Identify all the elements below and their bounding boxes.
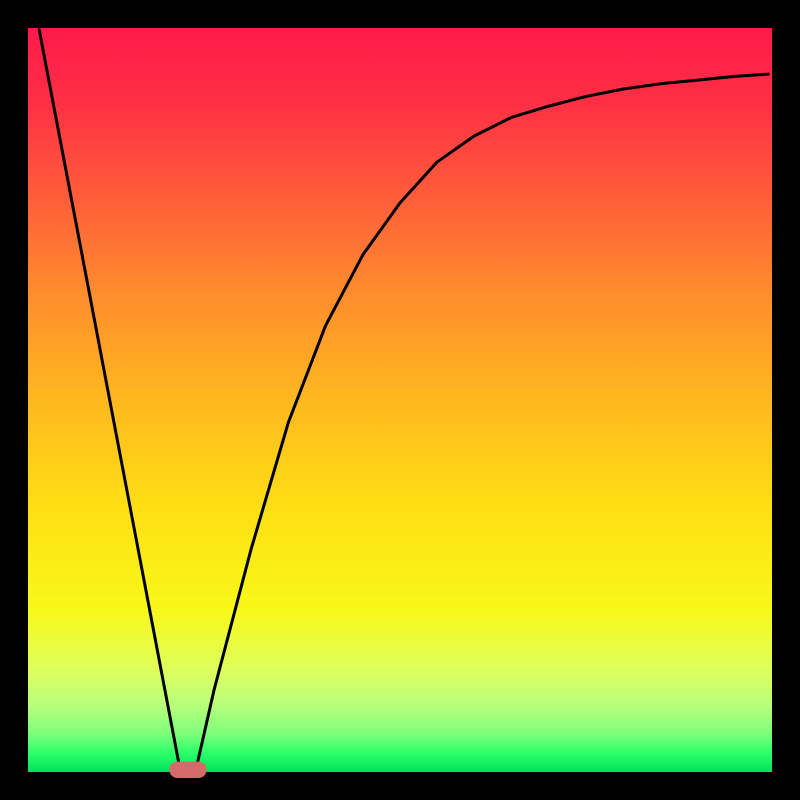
chart-frame: TheBottleneck.com [0,0,800,800]
chart-background-gradient [28,28,772,772]
optimum-marker [169,762,206,778]
chart-svg [0,0,800,800]
